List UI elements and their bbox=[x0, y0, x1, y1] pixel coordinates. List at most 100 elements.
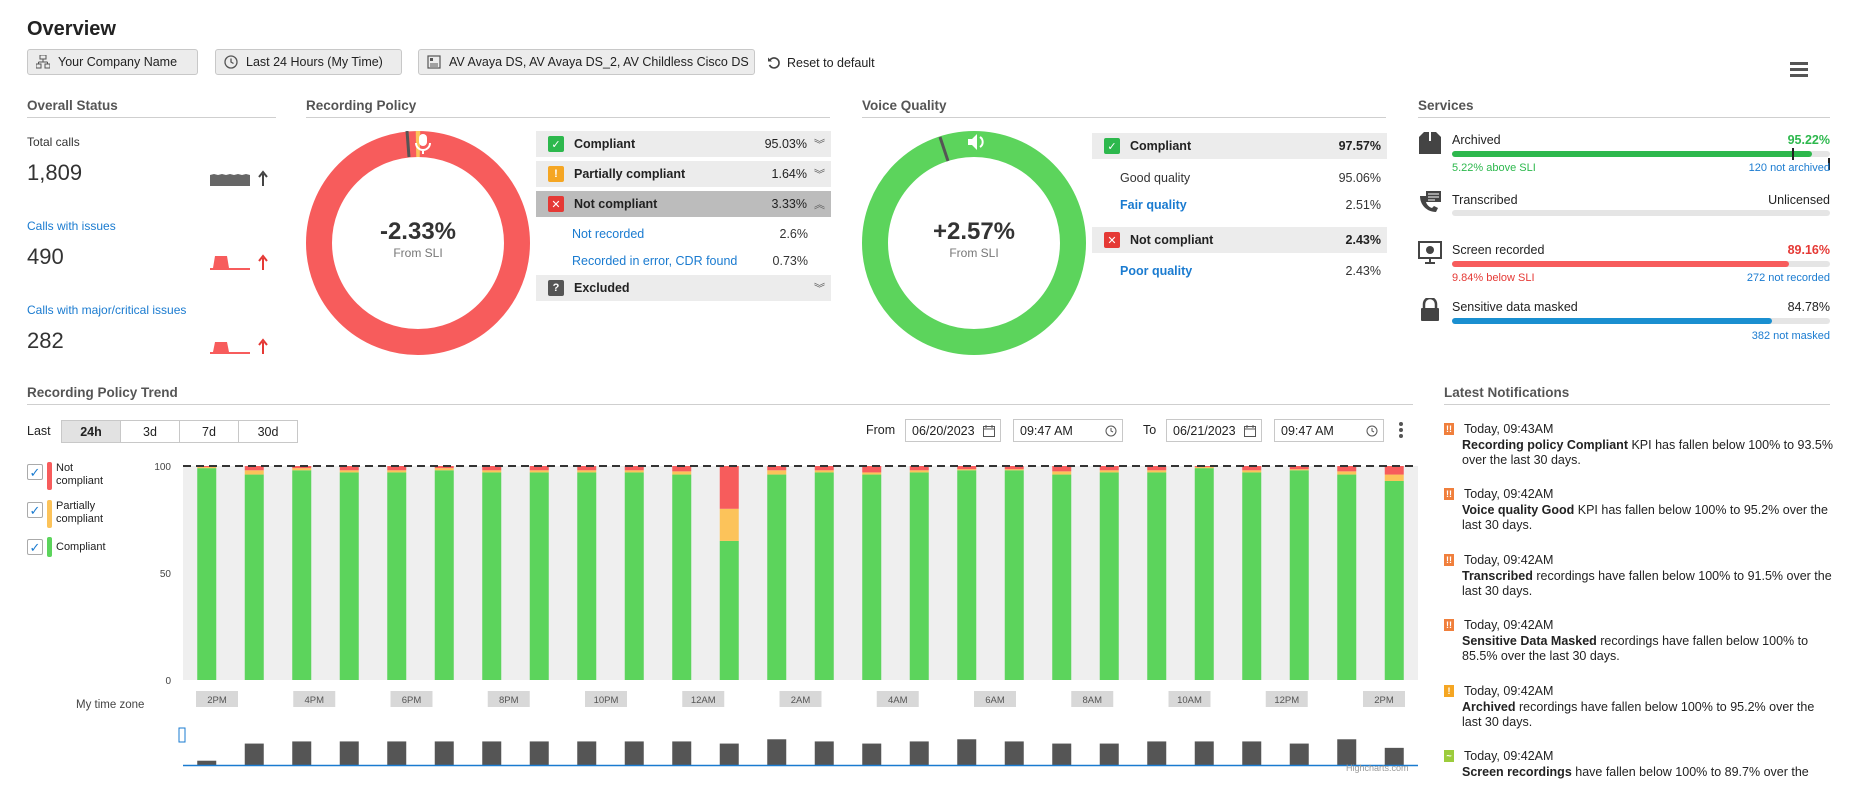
archived-bar bbox=[1452, 151, 1830, 157]
bar-segment-compliant bbox=[1004, 470, 1024, 680]
x-tick-label: 8AM bbox=[1082, 695, 1102, 706]
notification-subject: Sensitive Data Masked bbox=[1462, 634, 1597, 648]
time-range-filter[interactable]: Last 24 Hours (My Time) bbox=[215, 49, 402, 75]
screen-recorded-left-note: 9.84% below SLI bbox=[1452, 272, 1535, 284]
calls-major-critical-link[interactable]: Calls with major/critical issues bbox=[27, 303, 187, 317]
vq-compliant-row[interactable]: ✓ Compliant 97.57% bbox=[1092, 133, 1387, 159]
notification-time: Today, 09:42AM bbox=[1464, 487, 1554, 501]
x-tick-badge bbox=[1168, 691, 1211, 707]
archived-sli-marker bbox=[1792, 148, 1794, 160]
from-time-input[interactable]: 09:47 AM bbox=[1013, 419, 1123, 442]
check-icon: ✓ bbox=[548, 136, 564, 152]
from-date-input[interactable]: 06/20/2023 bbox=[905, 419, 1001, 442]
x-tick-label: 2PM bbox=[1374, 695, 1394, 706]
more-options-icon[interactable] bbox=[1398, 421, 1404, 441]
archived-right-note[interactable]: 120 not archived bbox=[1748, 162, 1830, 174]
notification-message: Recording policy Compliant KPI has falle… bbox=[1444, 438, 1834, 468]
error-icon: ✕ bbox=[548, 196, 564, 212]
notification-message: Archived recordings have fallen below 10… bbox=[1444, 700, 1834, 730]
to-time-input[interactable]: 09:47 AM bbox=[1274, 419, 1384, 442]
checkbox-checked-icon[interactable]: ✓ bbox=[27, 539, 43, 555]
question-icon: ? bbox=[548, 280, 564, 296]
calls-with-issues-value: 490 bbox=[27, 244, 64, 269]
notification-text: recordings have fallen below 100% to 95.… bbox=[1462, 700, 1815, 729]
bar-segment-partially-compliant bbox=[767, 470, 787, 475]
sensitive-data-masked-right-note[interactable]: 382 not masked bbox=[1751, 330, 1830, 342]
notification-item[interactable]: !! Today, 09:42AM Sensitive Data Masked re… bbox=[1444, 618, 1834, 664]
bar-segment-not-compliant bbox=[529, 466, 549, 471]
screen-recorded-right-note[interactable]: 272 not recorded bbox=[1746, 272, 1830, 284]
data-source-filter[interactable]: AV Avaya DS, AV Avaya DS_2, AV Childless… bbox=[418, 49, 755, 75]
vq-not-compliant-row[interactable]: ✕ Not compliant 2.43% bbox=[1092, 227, 1387, 253]
bar-segment-partially-compliant bbox=[244, 470, 264, 475]
notification-subject: Recording policy Compliant bbox=[1462, 438, 1628, 452]
notification-item[interactable]: ! Today, 09:42AM Archived recordings have … bbox=[1444, 684, 1834, 730]
bar-segment-not-compliant bbox=[719, 466, 739, 509]
checkbox-checked-icon[interactable]: ✓ bbox=[27, 464, 43, 480]
x-tick-label: 2AM bbox=[791, 695, 811, 706]
company-filter[interactable]: Your Company Name bbox=[27, 49, 198, 75]
from-date-value: 06/20/2023 bbox=[912, 423, 975, 438]
rp-recorded-in-error-link[interactable]: Recorded in error, CDR found bbox=[572, 254, 738, 268]
notification-item[interactable]: !! Today, 09:42AM Voice quality Good KPI h… bbox=[1444, 487, 1834, 533]
navigator-bar bbox=[672, 741, 692, 765]
bar-segment-not-compliant bbox=[672, 466, 692, 472]
rp-not-recorded-row[interactable]: Not recorded 2.6% bbox=[572, 227, 808, 241]
to-date-input[interactable]: 06/21/2023 bbox=[1166, 419, 1262, 442]
range-24h-button[interactable]: 24h bbox=[61, 420, 121, 443]
latest-notifications-title: Latest Notifications bbox=[1444, 385, 1830, 405]
rp-not-recorded-link[interactable]: Not recorded bbox=[572, 227, 645, 241]
checkbox-checked-icon[interactable]: ✓ bbox=[27, 502, 43, 518]
total-calls-sparkline bbox=[210, 170, 268, 186]
screen-recorded-label: Screen recorded bbox=[1452, 243, 1545, 257]
bar-segment-partially-compliant bbox=[1052, 471, 1072, 475]
vq-fair-link[interactable]: Fair quality bbox=[1120, 198, 1187, 212]
bar-segment-compliant bbox=[1384, 480, 1404, 680]
legend-not-compliant[interactable]: ✓ Not compliant bbox=[27, 462, 108, 490]
notification-item[interactable]: !! Today, 09:43AM Recording policy Complia… bbox=[1444, 422, 1834, 468]
navigator-bar bbox=[529, 741, 549, 765]
notification-text: have fallen below 100% to 89.7% over the bbox=[1571, 765, 1809, 779]
archived-pct: 95.22% bbox=[1787, 133, 1830, 147]
x-tick-label: 10AM bbox=[1177, 695, 1202, 706]
highcharts-credit[interactable]: Highcharts.com bbox=[1346, 763, 1409, 773]
range-30d-button[interactable]: 30d bbox=[238, 420, 298, 443]
calls-with-issues-link[interactable]: Calls with issues bbox=[27, 219, 116, 233]
rp-excluded-row[interactable]: ? Excluded ︾ bbox=[536, 275, 831, 301]
bar-segment-not-compliant bbox=[957, 466, 977, 470]
legend-swatch bbox=[47, 462, 52, 490]
bar-segment-compliant bbox=[1099, 472, 1119, 680]
bar-segment-partially-compliant bbox=[292, 468, 312, 471]
x-tick-label: 8PM bbox=[499, 695, 519, 706]
company-filter-label: Your Company Name bbox=[58, 55, 178, 69]
legend-partially-compliant[interactable]: ✓ Partially compliant bbox=[27, 500, 108, 528]
bar-segment-compliant bbox=[957, 470, 977, 680]
notification-item[interactable]: ~ Today, 09:42AM Screen recordings have fa… bbox=[1444, 749, 1834, 780]
navigator-bar bbox=[767, 739, 787, 765]
notification-time: Today, 09:42AM bbox=[1464, 684, 1554, 698]
timezone-label: My time zone bbox=[76, 699, 145, 711]
vq-poor-row[interactable]: Poor quality 2.43% bbox=[1120, 264, 1381, 278]
data-source-icon bbox=[427, 55, 441, 69]
rp-compliant-row[interactable]: ✓ Compliant 95.03% ︾ bbox=[536, 131, 831, 157]
notification-item[interactable]: !! Today, 09:42AM Transcribed recordings h… bbox=[1444, 553, 1834, 599]
bar-segment-partially-compliant bbox=[672, 471, 692, 475]
vq-poor-link[interactable]: Poor quality bbox=[1120, 264, 1193, 278]
reset-to-default-button[interactable]: Reset to default bbox=[767, 56, 875, 70]
alert-icon: ~ bbox=[1444, 750, 1454, 762]
range-7d-button[interactable]: 7d bbox=[179, 420, 239, 443]
x-tick-label: 6AM bbox=[985, 695, 1005, 706]
navigator-bar bbox=[1052, 743, 1072, 765]
bar-segment-not-compliant bbox=[909, 466, 929, 471]
vq-fair-row[interactable]: Fair quality 2.51% bbox=[1120, 198, 1381, 212]
y-tick-label: 0 bbox=[165, 676, 171, 687]
rp-partial-row[interactable]: ! Partially compliant 1.64% ︾ bbox=[536, 161, 831, 187]
rp-not-compliant-row[interactable]: ✕ Not compliant 3.33% ︽ bbox=[536, 191, 831, 217]
range-3d-button[interactable]: 3d bbox=[120, 420, 180, 443]
bar-segment-compliant bbox=[529, 472, 549, 680]
notification-text: recordings have fallen below 100% to 85.… bbox=[1462, 634, 1809, 663]
legend-compliant[interactable]: ✓ Compliant bbox=[27, 537, 106, 557]
transcribe-phone-icon bbox=[1420, 191, 1441, 212]
rp-recorded-in-error-row[interactable]: Recorded in error, CDR found 0.73% bbox=[572, 254, 808, 268]
hamburger-menu-icon[interactable] bbox=[1790, 62, 1808, 78]
